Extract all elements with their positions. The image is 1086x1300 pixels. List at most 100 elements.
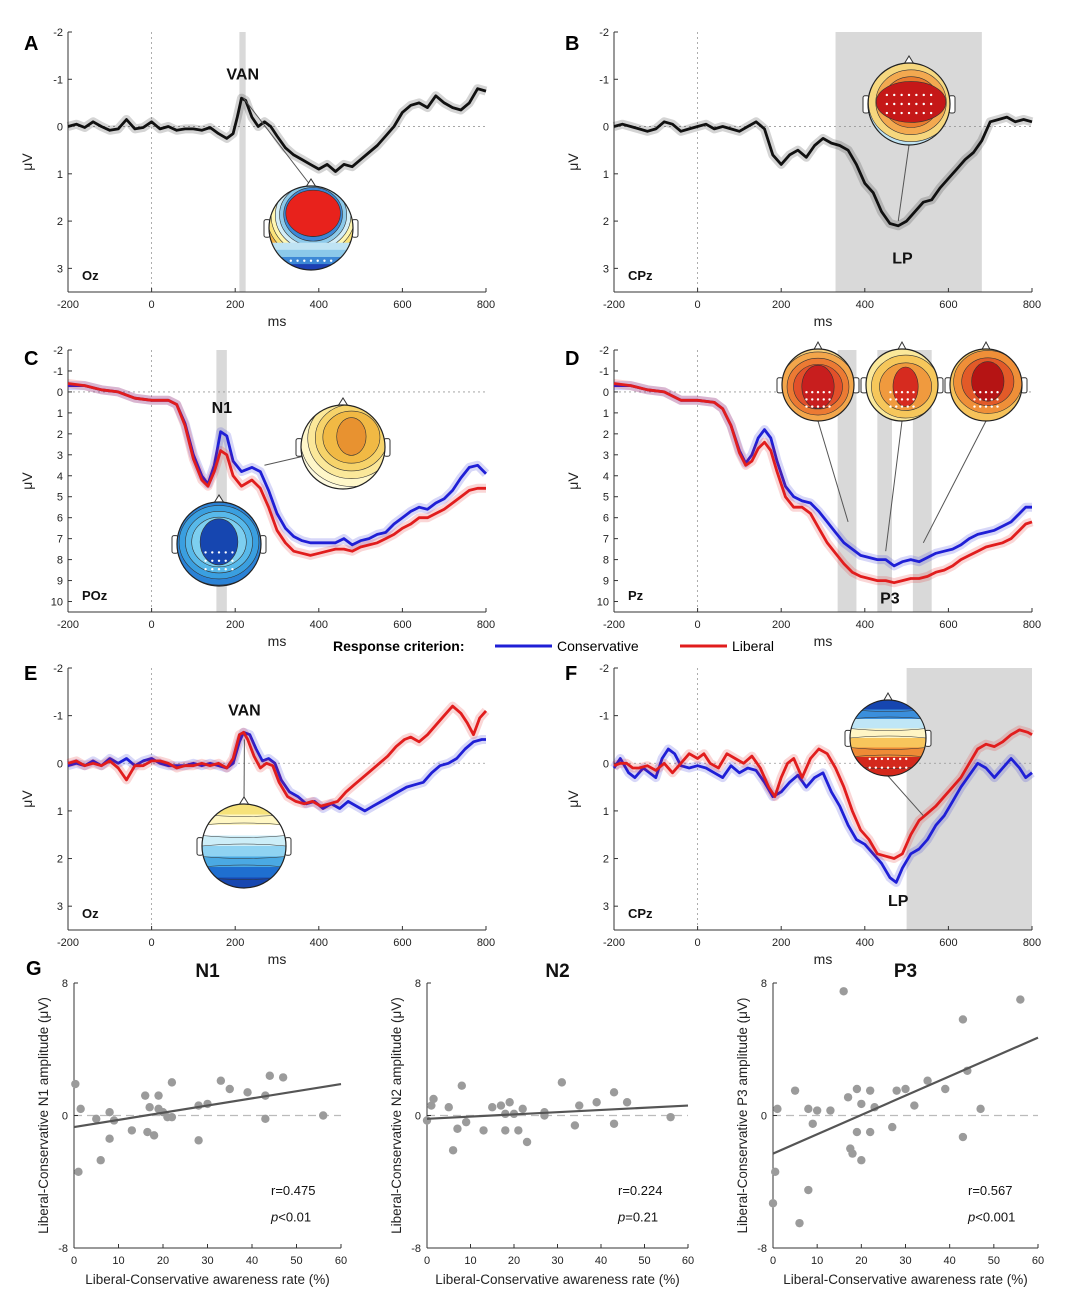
series-line-conservative (67, 730, 486, 813)
scatter-point (514, 1126, 523, 1135)
y-tick-label: 3 (603, 450, 609, 462)
panel-d-erp-pz: -2 -1 0 1 2 3 4 5 6 7 8 9 10 -200 0 200 400 600 800 ms μV Pz P… (565, 340, 1041, 649)
scatter-point (839, 987, 848, 996)
topomap-electrode (316, 259, 319, 262)
scatter-point (444, 1103, 453, 1112)
y-tick-label: 8 (62, 978, 68, 990)
topomap-nose (883, 691, 893, 702)
topomap-electrode (868, 766, 871, 769)
electrode-label: POz (82, 588, 108, 603)
topomap-contour (850, 716, 926, 720)
topomap-electrode (979, 398, 982, 401)
topomap-pointer (817, 420, 849, 523)
regression-line (772, 1036, 1039, 1155)
topomap-pointer (922, 420, 987, 544)
scatter-point (501, 1126, 510, 1135)
panel-label-g: G (26, 958, 42, 980)
x-tick-label: 40 (246, 1255, 258, 1267)
topomap-electrode (886, 757, 890, 761)
topomap-contour (202, 822, 286, 826)
topomap-electrode (900, 398, 904, 401)
topomap-electrode (289, 259, 293, 262)
topomap-electrode (984, 405, 988, 408)
topomap-nose (813, 340, 823, 351)
electrode-label: CPz (628, 906, 653, 921)
x-tick-label: 200 (772, 619, 790, 631)
analysis-window (837, 350, 857, 612)
electrode-label: CPz (628, 268, 653, 283)
topomap-contour (850, 754, 926, 758)
topomap-band (202, 846, 286, 857)
x-axis-label: ms (814, 313, 833, 329)
topomap-electrode (828, 391, 831, 394)
topomap-nose (337, 397, 349, 407)
scatter-point (522, 1137, 532, 1147)
panel-label-b: B (565, 33, 579, 55)
scatter-point (265, 1071, 274, 1080)
stat-p-value: <0.01 (278, 1210, 311, 1225)
topomap-electrode (889, 405, 892, 408)
topomap-electrode (996, 391, 999, 394)
scatter-point (518, 1104, 527, 1114)
scatter-point (261, 1114, 270, 1124)
topomap-band (202, 835, 286, 847)
topomap-electrode (811, 405, 814, 408)
y-axis-label: μV (19, 472, 35, 490)
x-tick-label: 0 (695, 619, 701, 631)
topomap-band (850, 728, 926, 739)
topomap-electrode (905, 766, 908, 769)
panel-b-erp-cpz: -2 -1 0 1 2 3 -200 0 200 400 600 800 ms μV CPz LP (565, 27, 1041, 329)
scatter-point (71, 1079, 80, 1089)
x-axis-label: Liberal-Conservative awareness rate (%) (435, 1272, 680, 1287)
topomap-peak (971, 361, 1005, 402)
topomap-peak (285, 189, 341, 237)
topomap-surface (269, 186, 353, 270)
topomap-electrode (889, 398, 892, 401)
stat-p-symbol: p (617, 1210, 625, 1225)
y-tick-label: -1 (53, 74, 63, 86)
y-tick-label: 4 (603, 471, 609, 483)
topomap-band (202, 825, 286, 836)
x-tick-label: 800 (477, 937, 495, 949)
scatter-point (505, 1098, 514, 1107)
topomap (862, 55, 956, 146)
scatter-point (609, 1119, 619, 1128)
regression-line (73, 1082, 342, 1129)
topomap-electrode (874, 766, 878, 769)
topomap-peak (875, 81, 947, 123)
scatter-point (958, 1015, 968, 1024)
y-axis-label: Liberal-Conservative P3 amplitude (μV) (735, 998, 750, 1234)
topomap-electrode (224, 551, 227, 554)
topomap-electrode (922, 102, 925, 106)
topomap-surface (177, 502, 261, 586)
topomap-band (850, 757, 926, 767)
scatter-point (461, 1117, 471, 1127)
x-tick-label: 0 (695, 299, 701, 311)
topomap-electrode (973, 405, 976, 408)
topomap-electrode (907, 93, 911, 97)
scatter-point (771, 1167, 780, 1177)
x-tick-label: 600 (393, 619, 411, 631)
legend-label-liberal: Liberal (732, 638, 774, 654)
y-tick-label: 8 (603, 555, 609, 567)
series-line-liberal (67, 382, 486, 557)
scatter-point (96, 1156, 105, 1165)
topomap-outline (867, 62, 951, 146)
scatter-point (892, 1086, 901, 1095)
scatter-point (901, 1084, 910, 1094)
y-tick-label: 0 (603, 122, 609, 134)
y-tick-label: 0 (57, 758, 63, 770)
panel-f-erp-cpz-diff: -2 -1 0 1 2 3 -200 0 200 400 600 800 ms μV CPz LP (565, 663, 1041, 967)
scatter-point (804, 1185, 813, 1195)
scatter-point (768, 1199, 778, 1208)
topomap-contour (202, 856, 286, 859)
y-tick-label: 10 (51, 597, 63, 609)
stat-r: r=0.224 (618, 1183, 662, 1198)
scatter-point (141, 1091, 150, 1100)
topomap-electrode (211, 559, 214, 562)
scatter-point (910, 1101, 919, 1110)
stat-p-value: =0.21 (625, 1210, 658, 1225)
topomap-electrode (828, 398, 831, 401)
topomap-electrode (889, 391, 892, 394)
x-tick-label: 400 (856, 299, 874, 311)
